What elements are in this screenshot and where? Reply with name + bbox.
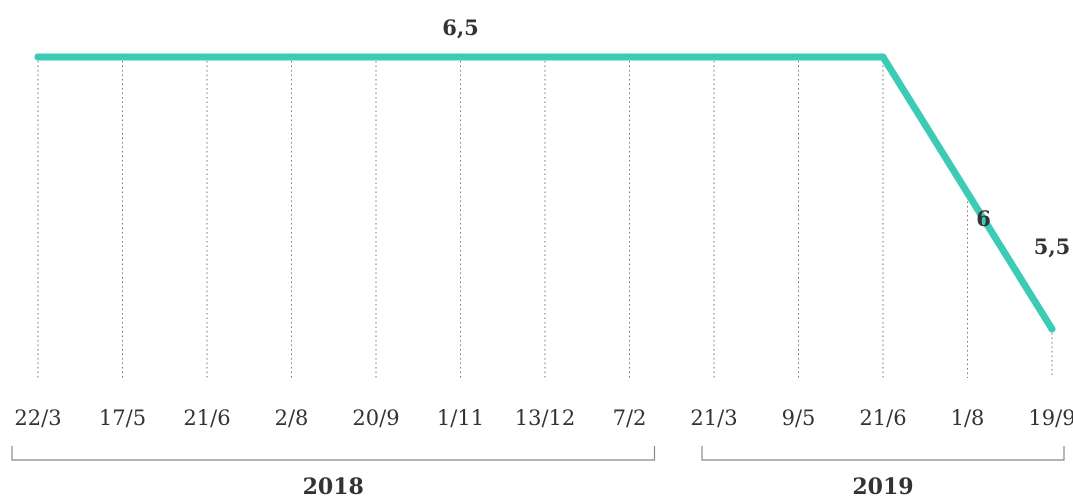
x-tick-label: 20/9 — [352, 406, 399, 430]
year-group-label: 2018 — [303, 474, 364, 498]
x-tick-label: 21/6 — [859, 406, 906, 430]
year-bracket — [11, 446, 656, 461]
x-tick-label: 19/9 — [1028, 406, 1073, 430]
data-point — [541, 53, 549, 61]
data-point — [1048, 325, 1056, 333]
year-bracket — [701, 446, 1065, 461]
data-point — [626, 53, 633, 61]
data-label: 6,5 — [442, 15, 479, 40]
x-tick-label: 22/3 — [14, 406, 61, 430]
data-point — [119, 53, 126, 61]
x-tick-label: 2/8 — [275, 406, 309, 430]
data-point — [34, 53, 42, 61]
x-tick-label: 7/2 — [613, 406, 647, 430]
data-point — [288, 53, 295, 61]
x-tick-label: 17/5 — [99, 406, 146, 430]
data-point — [964, 189, 971, 197]
x-tick-label: 13/12 — [515, 406, 576, 430]
data-point — [457, 53, 464, 61]
line-layer — [34, 53, 1056, 333]
grid-layer — [37, 61, 1053, 378]
x-tick-label: 21/6 — [183, 406, 230, 430]
data-point — [203, 53, 211, 61]
data-point — [879, 53, 887, 61]
data-label: 5,5 — [1034, 234, 1071, 259]
year-group-layer: 2018 2019 — [11, 446, 1065, 498]
data-label-layer: 6,5 6 5,5 — [442, 15, 1070, 259]
data-label: 6 — [976, 206, 991, 231]
x-tick-label: 21/3 — [690, 406, 737, 430]
cut-off-title-fragment — [0, 0, 190, 8]
data-point — [795, 53, 802, 61]
year-group-label: 2019 — [852, 474, 913, 498]
data-point — [710, 53, 718, 61]
x-tick-label: 1/11 — [437, 406, 484, 430]
x-axis-tick-layer: 22/3 17/5 21/6 2/8 20/9 1/11 13/12 7/2 21/3 9/5 21… — [14, 406, 1073, 430]
x-tick-label: 1/8 — [951, 406, 985, 430]
x-tick-label: 9/5 — [782, 406, 816, 430]
data-point — [372, 53, 380, 61]
